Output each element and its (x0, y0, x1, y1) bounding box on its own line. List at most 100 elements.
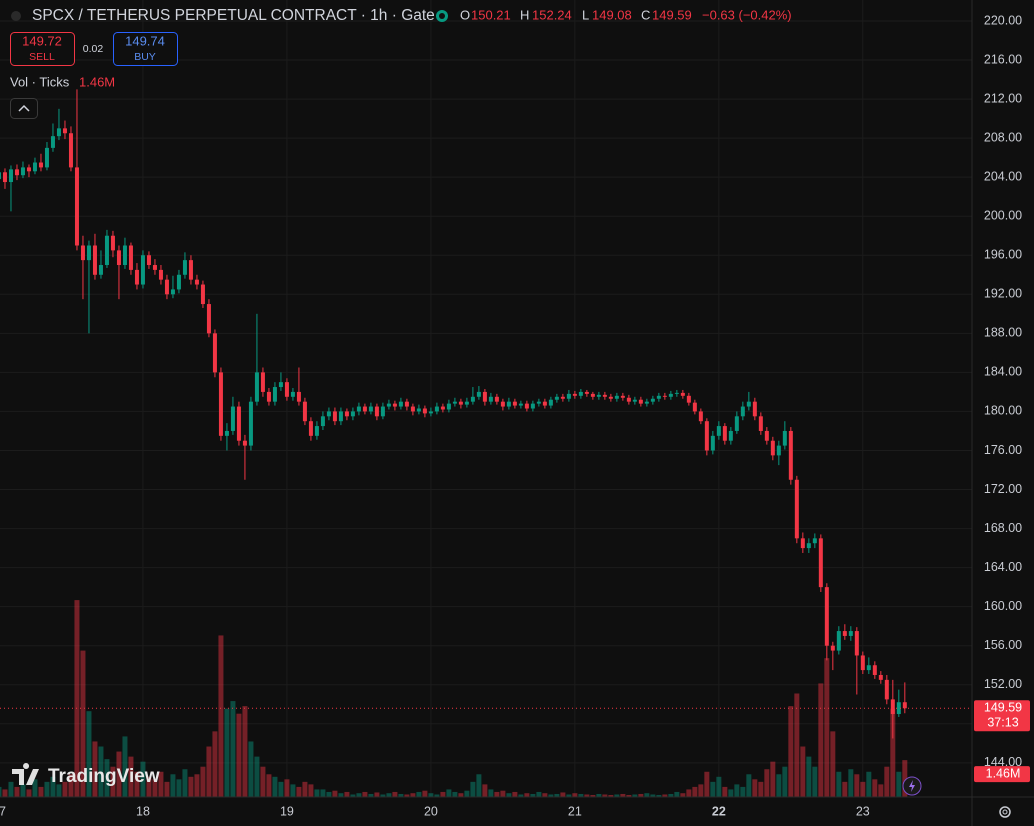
volume-bar (584, 794, 590, 797)
volume-bar (368, 793, 374, 797)
volume-bar (320, 789, 326, 797)
candle-body (806, 543, 811, 549)
sell-price: 149.72 (22, 33, 62, 48)
candle-body (230, 406, 235, 431)
candle-body (584, 391, 589, 394)
candle-body (344, 411, 349, 417)
volume-bar (116, 751, 122, 797)
candle-body (710, 435, 715, 451)
buy-button[interactable] (113, 32, 178, 66)
candle-body (200, 284, 205, 305)
volume-bar (8, 781, 14, 797)
candle-body (566, 393, 571, 399)
volume-bar (596, 793, 602, 797)
candle-body (560, 396, 565, 399)
candle-body (626, 397, 631, 402)
candle-body (320, 416, 325, 427)
candle-body (716, 426, 721, 436)
candle-body (794, 479, 799, 539)
candle-body (536, 401, 541, 404)
volume-bar (428, 793, 434, 797)
candle-body (686, 395, 691, 403)
candle-body (224, 430, 229, 436)
axes: 144.00148.00152.00156.00160.00164.00168.… (0, 13, 1030, 818)
candle-body (110, 235, 115, 251)
volume-bar (194, 774, 200, 797)
candle-body (638, 399, 643, 404)
candle-body (752, 401, 757, 417)
candle-body (446, 403, 451, 410)
volume-bar (698, 784, 704, 797)
candle-body (194, 279, 199, 285)
x-tick-label: 22 (712, 804, 726, 818)
candle-body (272, 387, 277, 402)
y-tick-label: 156.00 (984, 638, 1022, 652)
collapse-button[interactable] (10, 98, 38, 119)
candle-body (698, 411, 703, 422)
volume-bar (56, 784, 62, 797)
candle-body (314, 426, 319, 436)
status-dot-inner (439, 13, 445, 19)
volume-bar (362, 791, 368, 797)
volume-bar (518, 794, 524, 797)
volume-bar (812, 766, 818, 797)
candle-body (62, 128, 67, 134)
volume-bar (890, 708, 896, 797)
change: −0.63 (−0.42%) (702, 7, 792, 22)
candle-body (260, 372, 265, 392)
volume-bar (764, 769, 770, 797)
candle-body (704, 421, 709, 451)
volume-bar (284, 779, 290, 797)
settings-button[interactable] (999, 806, 1011, 818)
volume-bar (626, 794, 632, 797)
candle-body (680, 392, 685, 396)
volume-bar (92, 741, 98, 797)
candle-body (644, 401, 649, 404)
volume-bar (272, 776, 278, 797)
volume-tag-label: 1.46M (986, 766, 1021, 780)
candle-body (740, 406, 745, 417)
y-tick-label: 220.00 (984, 13, 1022, 27)
y-tick-label: 152.00 (984, 677, 1022, 691)
volume-bar (782, 766, 788, 797)
volume-bar (620, 793, 626, 797)
sell-button[interactable] (10, 32, 75, 66)
volume-bar (824, 658, 830, 797)
volume-value: 1.46M (79, 74, 115, 89)
volume-bar (536, 791, 542, 797)
candle-body (56, 128, 61, 137)
volume-bar (800, 746, 806, 797)
volume-title: Vol · Ticks (10, 74, 70, 89)
volume-bar (752, 779, 758, 797)
low-value: 149.08 (592, 7, 632, 22)
candle-body (368, 406, 373, 412)
volume-bar (896, 771, 902, 797)
volume-pane (0, 600, 908, 797)
volume-bar (248, 741, 254, 797)
candle-body (614, 395, 619, 399)
candle-body (50, 136, 55, 148)
candle-body (20, 167, 25, 176)
x-tick-label: 17 (0, 804, 6, 818)
volume-bar (494, 791, 500, 797)
candle-body (122, 245, 127, 266)
volume-bar (326, 791, 332, 797)
volume-bar (476, 774, 482, 797)
volume-bar (182, 769, 188, 797)
volume-bar (260, 766, 266, 797)
grid (0, 0, 972, 797)
y-tick-label: 216.00 (984, 52, 1022, 66)
volume-bar (836, 771, 842, 797)
y-tick-label: 172.00 (984, 482, 1022, 496)
y-tick-label: 176.00 (984, 443, 1022, 457)
candle-body (824, 587, 829, 646)
volume-bar (212, 731, 218, 797)
candle-body (842, 631, 847, 636)
candle-body (416, 408, 421, 412)
y-tick-label: 192.00 (984, 287, 1022, 301)
candle-body (494, 396, 499, 402)
candle-body (284, 382, 289, 397)
volume-bar (848, 769, 854, 797)
volume-bar (680, 793, 686, 797)
